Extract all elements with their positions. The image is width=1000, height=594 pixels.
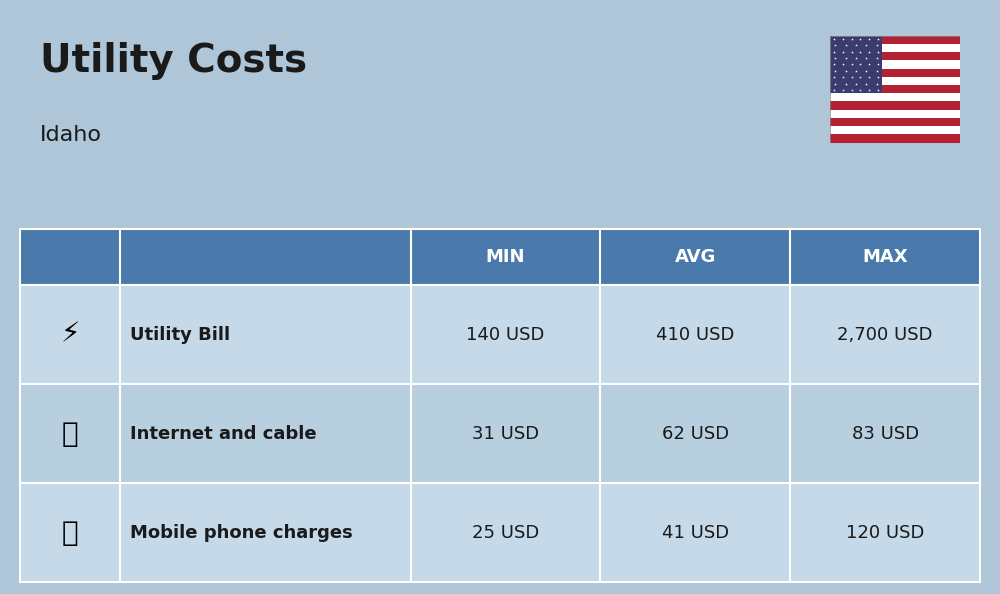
FancyBboxPatch shape [20,229,980,285]
Text: 25 USD: 25 USD [472,524,539,542]
Text: MAX: MAX [862,248,908,266]
Bar [830,93,960,102]
Bar [830,61,960,68]
Text: Internet and cable: Internet and cable [130,425,317,443]
Text: Mobile phone charges: Mobile phone charges [130,524,353,542]
Bar [830,36,882,93]
Text: 41 USD: 41 USD [662,524,729,542]
Text: Utility Costs: Utility Costs [40,42,307,80]
Bar [830,118,960,126]
Text: 📱: 📱 [62,519,79,546]
Bar [830,126,960,134]
Text: 2,700 USD: 2,700 USD [837,326,933,343]
Text: 83 USD: 83 USD [852,425,919,443]
FancyBboxPatch shape [20,483,980,582]
Text: MIN: MIN [486,248,525,266]
Text: 62 USD: 62 USD [662,425,729,443]
Text: AVG: AVG [675,248,716,266]
FancyBboxPatch shape [20,285,980,384]
Text: 140 USD: 140 USD [466,326,545,343]
Bar [830,52,960,61]
Text: 31 USD: 31 USD [472,425,539,443]
Bar [830,36,960,44]
Bar [830,110,960,118]
Bar [830,68,960,77]
Bar [830,85,960,93]
Bar [830,44,960,52]
Text: ⚡: ⚡ [60,321,80,349]
Text: 410 USD: 410 USD [656,326,735,343]
Text: Idaho: Idaho [40,125,102,145]
Bar [830,102,960,110]
Bar [830,77,960,85]
Text: 120 USD: 120 USD [846,524,924,542]
Text: Utility Bill: Utility Bill [130,326,231,343]
Text: 📶: 📶 [62,419,79,448]
FancyBboxPatch shape [20,384,980,483]
Bar [830,134,960,143]
